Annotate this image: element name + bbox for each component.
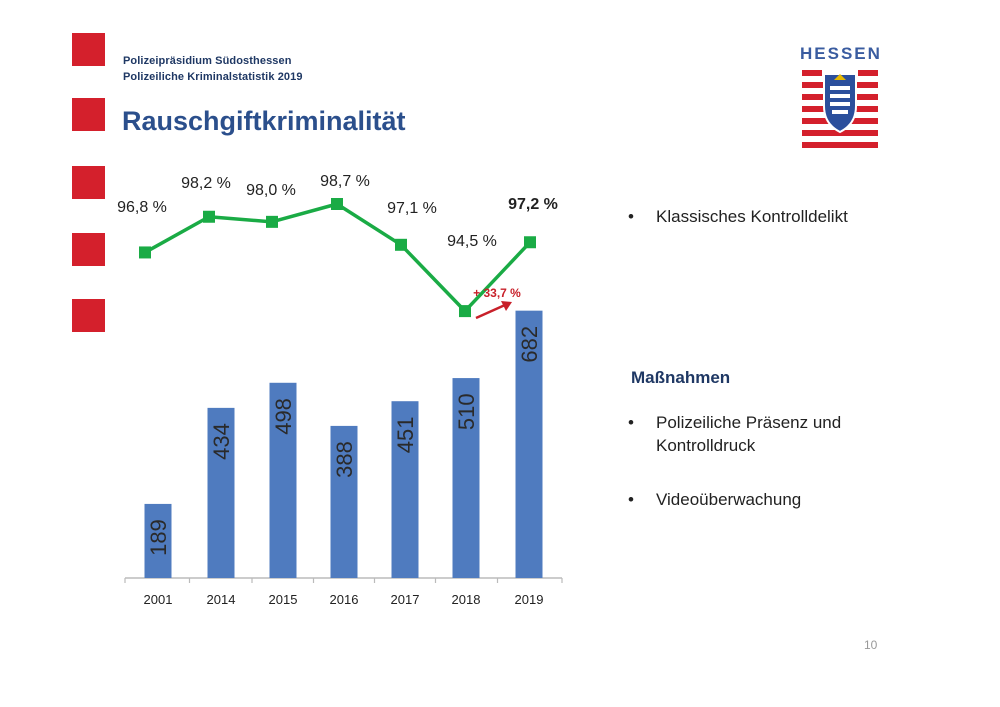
bar-value-label: 498 bbox=[271, 398, 296, 435]
bar bbox=[515, 310, 543, 578]
category-label: 2001 bbox=[144, 592, 173, 607]
page-number: 10 bbox=[864, 638, 878, 652]
line-value-label: 96,8 % bbox=[117, 199, 167, 216]
line-point bbox=[266, 215, 278, 228]
bullet-icon: • bbox=[628, 413, 634, 432]
bullet-icon: • bbox=[628, 490, 634, 509]
category-label: 2014 bbox=[207, 592, 236, 607]
page-title: Rauschgiftkriminalität bbox=[122, 106, 406, 136]
header-report: Polizeiliche Kriminalstatistik 2019 bbox=[123, 71, 303, 83]
chart: 189 434 498 388 451 510 682 2001 2014 2015 2016 20… bbox=[117, 173, 563, 607]
bar-value-label: 682 bbox=[517, 326, 542, 363]
bullet-text: Polizeiliche Präsenz und bbox=[656, 413, 842, 432]
bar bbox=[269, 382, 297, 578]
line-value-label: 98,0 % bbox=[246, 182, 296, 199]
line-value-label: 98,7 % bbox=[320, 173, 370, 190]
bullet-text: Videoüberwachung bbox=[656, 490, 802, 509]
line-point bbox=[395, 238, 407, 251]
category-label: 2019 bbox=[515, 592, 544, 607]
bar-value-label: 510 bbox=[454, 393, 479, 430]
line-value-label: 94,5 % bbox=[447, 233, 497, 250]
line-point bbox=[139, 246, 151, 259]
logo-text: HESSEN bbox=[800, 44, 882, 63]
growth-arrow-head-icon bbox=[501, 301, 512, 311]
bar bbox=[207, 407, 235, 578]
header-organization: Polizeipräsidium Südosthessen bbox=[123, 55, 292, 67]
bar bbox=[144, 503, 172, 578]
growth-arrow-icon bbox=[475, 303, 506, 320]
bullet-text: Klassisches Kontrolldelikt bbox=[656, 207, 848, 226]
line-point bbox=[459, 305, 471, 318]
growth-annotation: + 33,7 % bbox=[473, 286, 521, 300]
bullet-icon: • bbox=[628, 207, 634, 226]
red-square-decoration bbox=[72, 166, 105, 199]
line-point bbox=[203, 210, 215, 223]
red-square-decoration bbox=[72, 98, 105, 131]
bar bbox=[330, 425, 358, 578]
line-value-label: 98,2 % bbox=[181, 175, 231, 192]
category-label: 2017 bbox=[391, 592, 420, 607]
bar-value-label: 451 bbox=[393, 416, 418, 453]
line-point bbox=[331, 198, 343, 210]
measures-heading: Maßnahmen bbox=[631, 368, 731, 387]
bar-value-label: 434 bbox=[209, 423, 234, 460]
line-value-label: 97,2 % bbox=[508, 196, 558, 213]
bar bbox=[452, 378, 480, 578]
bar bbox=[391, 401, 419, 578]
red-square-decoration bbox=[72, 299, 105, 332]
line-point bbox=[524, 236, 536, 249]
line-value-label: 97,1 % bbox=[387, 200, 437, 217]
category-label: 2018 bbox=[452, 592, 481, 607]
bullet-text-continuation: Kontrolldruck bbox=[656, 436, 756, 455]
hessen-logo: HESSEN bbox=[800, 44, 880, 148]
category-label: 2016 bbox=[330, 592, 359, 607]
bar-value-label: 388 bbox=[332, 441, 357, 478]
category-label: 2015 bbox=[269, 592, 298, 607]
red-square-decoration bbox=[72, 33, 105, 66]
bar-value-label: 189 bbox=[146, 519, 171, 556]
hessen-coat-of-arms-icon bbox=[802, 66, 878, 148]
red-square-decoration bbox=[72, 233, 105, 266]
